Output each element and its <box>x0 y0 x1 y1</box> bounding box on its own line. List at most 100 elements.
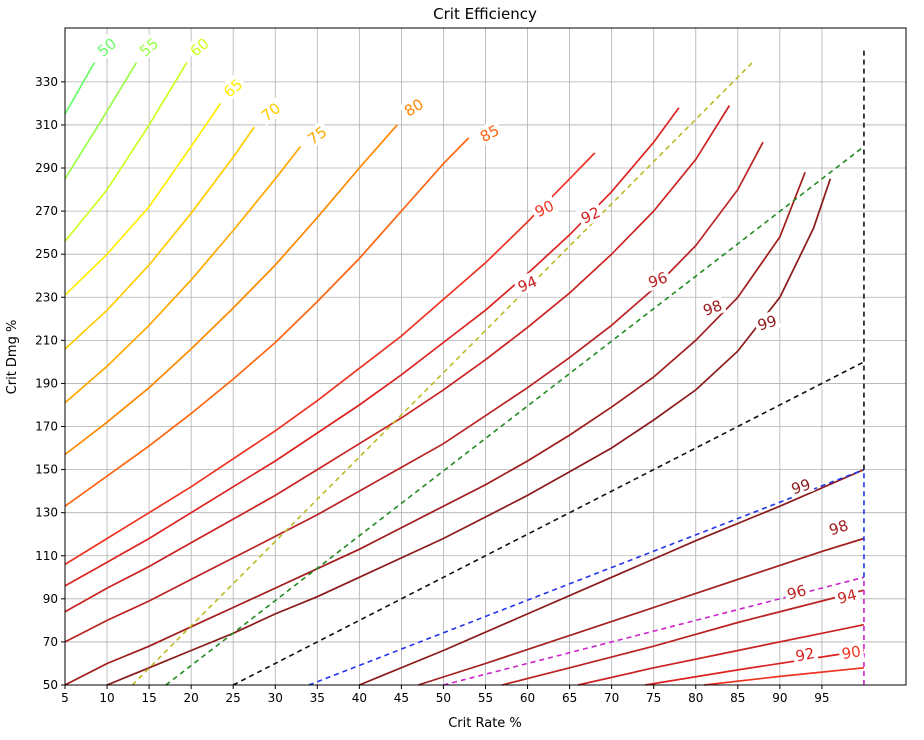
contour-label-bg <box>91 32 122 62</box>
contour-label-96: 96 <box>785 581 808 603</box>
contour-line-upper-60 <box>64 62 188 242</box>
contour-line-lower-94 <box>577 623 865 686</box>
x-tick-label: 20 <box>184 691 199 705</box>
contour-line-upper-50 <box>64 62 96 115</box>
contour-label-bg <box>183 32 214 62</box>
contour-label-group: 98 <box>697 294 727 320</box>
contour-label-bg <box>301 120 332 150</box>
contour-label-94: 94 <box>515 272 539 296</box>
reference-line-0 <box>131 59 756 686</box>
x-tick-label: 90 <box>772 691 787 705</box>
x-tick-label: 50 <box>436 691 451 705</box>
contour-label-bg <box>575 201 605 228</box>
contour-line-upper-90 <box>64 152 596 566</box>
contour-line-upper-85 <box>64 137 470 507</box>
y-tick-label: 270 <box>35 204 58 218</box>
y-tick-label: 210 <box>35 333 58 347</box>
contour-label-bg <box>752 309 782 335</box>
y-tick-label: 110 <box>35 549 58 563</box>
contour-label-group: 99 <box>752 309 782 335</box>
contour-line-lower-99 <box>358 468 865 686</box>
contour-label-bg <box>697 294 727 320</box>
contour-label-bg <box>837 640 865 663</box>
x-tick-label: 65 <box>562 691 577 705</box>
y-tick-label: 290 <box>35 161 58 175</box>
contour-line-upper-55 <box>64 62 138 180</box>
x-axis-label: Crit Rate % <box>448 716 522 731</box>
contour-label-group: 99 <box>786 473 815 499</box>
chart-title: Crit Efficiency <box>433 5 537 23</box>
y-tick-label: 70 <box>43 635 58 649</box>
x-tick-label: 85 <box>730 691 745 705</box>
contour-label-group: 96 <box>782 579 811 604</box>
contour-line-upper-70 <box>64 126 255 350</box>
y-tick-label: 230 <box>35 290 58 304</box>
y-tick-label: 170 <box>35 420 58 434</box>
contour-label-group: 94 <box>512 270 542 297</box>
x-tick-label: 80 <box>688 691 703 705</box>
contour-label-bg <box>529 194 559 222</box>
x-tick-label: 15 <box>141 691 156 705</box>
contour-label-bg <box>217 72 248 103</box>
x-tick-label: 10 <box>99 691 114 705</box>
x-axis-ticks: 5 10 15 20 25 30 35 40 45 50 55 60 65 70 75 80 85 90 95 <box>61 685 830 705</box>
y-tick-label: 50 <box>43 678 58 692</box>
y-axis-label: Crit Dmg % <box>5 320 20 395</box>
contour-line-upper-75 <box>64 145 302 404</box>
contour-label-98: 98 <box>701 296 725 319</box>
contour-line-lower-90 <box>704 666 864 686</box>
contour-label-group: 96 <box>643 266 672 292</box>
x-tick-label: 45 <box>394 691 409 705</box>
y-tick-label: 90 <box>43 592 58 606</box>
x-tick-label: 60 <box>520 691 535 705</box>
y-tick-label: 250 <box>35 247 58 261</box>
y-tick-label: 150 <box>35 463 58 477</box>
contour-label-bg <box>832 583 861 608</box>
contour-label-group: 92 <box>791 642 819 666</box>
contour-label-bg <box>782 579 811 604</box>
contour-label-bg <box>824 514 853 540</box>
contour-label-99: 99 <box>789 475 813 498</box>
x-tick-label: 35 <box>310 691 325 705</box>
x-tick-label: 55 <box>478 691 493 705</box>
x-tick-label: 25 <box>226 691 241 705</box>
contour-label-group: 98 <box>824 514 853 540</box>
contour-line-lower-96 <box>502 589 865 686</box>
x-tick-label: 40 <box>352 691 367 705</box>
contour-label-90: 90 <box>840 642 862 663</box>
x-tick-label: 5 <box>61 691 69 705</box>
y-tick-label: 130 <box>35 506 58 520</box>
y-tick-label: 330 <box>35 75 58 89</box>
contour-label-98: 98 <box>827 516 851 539</box>
reference-line-3 <box>308 468 865 686</box>
contour-line-upper-65 <box>64 102 222 296</box>
reference-line-2 <box>232 361 865 686</box>
contour-label-96: 96 <box>646 268 670 291</box>
contour-label-bg <box>398 92 429 121</box>
x-tick-label: 30 <box>268 691 283 705</box>
contour-label-bg <box>133 32 164 62</box>
contour-label-bg <box>786 473 815 499</box>
contour-label-group: 90 <box>837 640 865 663</box>
contour-label-99: 99 <box>755 312 779 335</box>
x-tick-label: 75 <box>646 691 661 705</box>
contour-label-94: 94 <box>836 586 859 608</box>
x-tick-label: 70 <box>604 691 619 705</box>
contour-label-bg <box>512 270 542 297</box>
grid-lines <box>64 28 906 686</box>
contour-label-bg <box>255 96 286 126</box>
x-tick-label: 95 <box>814 691 829 705</box>
contour-label-bg <box>791 642 819 666</box>
contour-label-92: 92 <box>794 644 816 666</box>
contour-label-bg <box>643 266 672 292</box>
contour-label-group: 94 <box>832 583 861 608</box>
contour-line-upper-94 <box>64 105 731 613</box>
y-tick-label: 310 <box>35 118 58 132</box>
contour-line-lower-98 <box>417 537 865 686</box>
contour-line-upper-80 <box>64 124 398 456</box>
y-tick-label: 190 <box>35 376 58 390</box>
y-axis-ticks: 50 70 90 110 130 150 170 190 210 230 250 270 290 310 3… <box>35 75 65 692</box>
contour-label-bg <box>474 119 505 147</box>
